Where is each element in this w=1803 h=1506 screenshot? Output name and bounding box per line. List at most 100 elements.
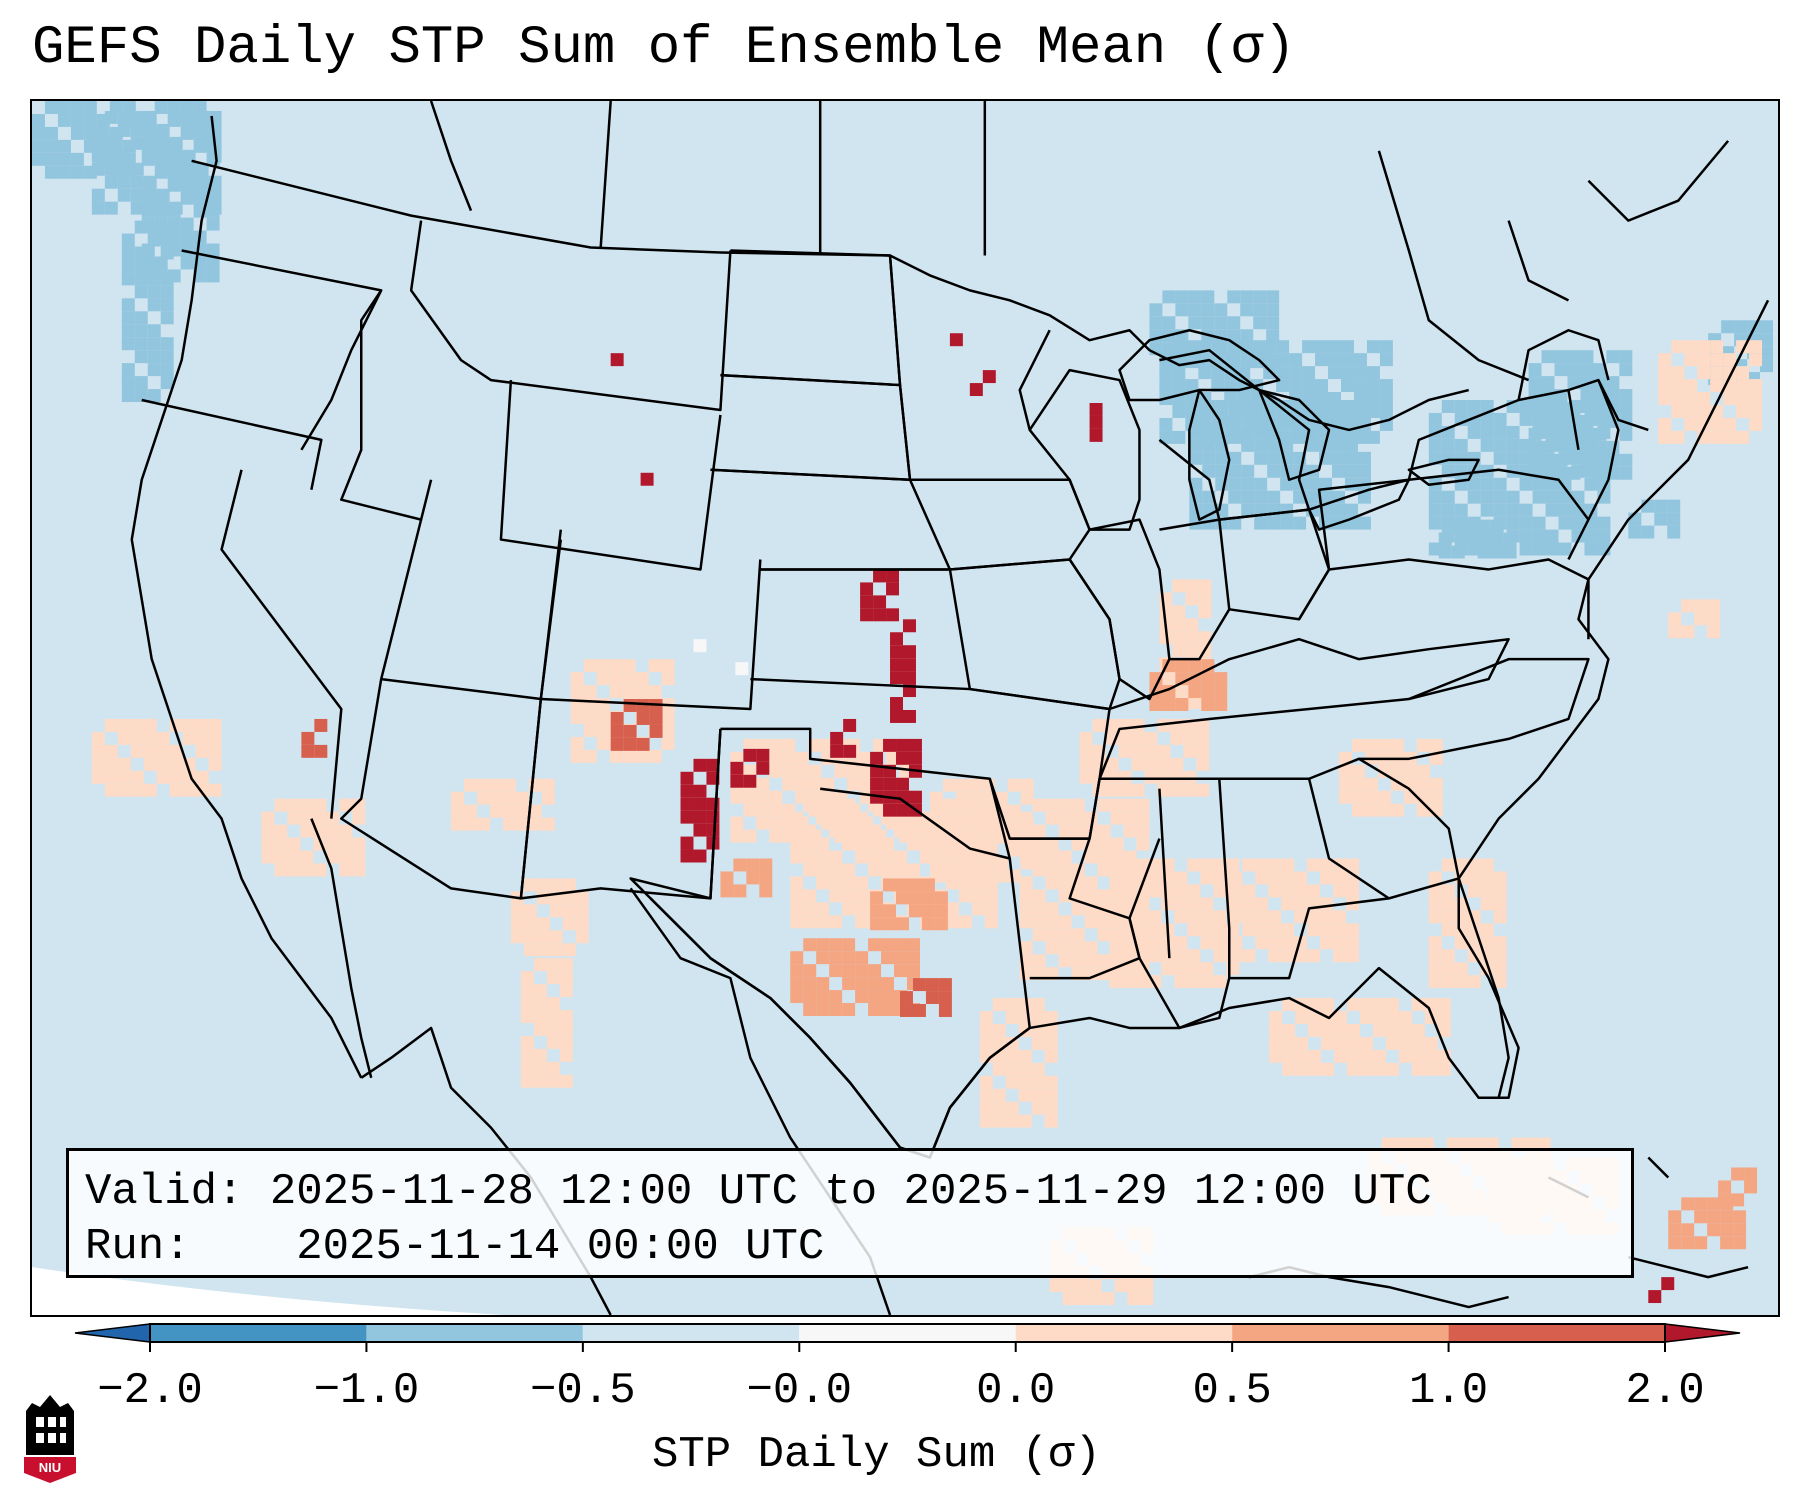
stp-cell [182, 783, 196, 797]
stp-cell [1580, 440, 1594, 454]
stp-cell [570, 710, 584, 724]
stp-cell [1320, 871, 1334, 885]
stp-cell [609, 685, 623, 699]
stp-cell [1359, 1011, 1373, 1024]
stp-cell [1280, 412, 1294, 426]
stp-cell [1332, 451, 1345, 465]
stp-cell [141, 178, 155, 192]
stp-cell [610, 353, 624, 367]
stp-cell [1308, 1062, 1322, 1076]
stp-cell [1187, 949, 1201, 963]
stp-cell [1110, 811, 1124, 825]
stp-cell [855, 915, 869, 929]
stp-cell [1668, 625, 1682, 639]
stp-cell [900, 991, 913, 1005]
stp-cell [756, 790, 770, 804]
stp-cell [1007, 817, 1021, 831]
stp-cell [1398, 1049, 1412, 1063]
stp-cell [1084, 941, 1098, 955]
stp-cell [528, 804, 542, 818]
stp-cell [808, 777, 822, 791]
stp-cell [1294, 910, 1308, 924]
stp-cell [1372, 998, 1386, 1012]
stp-cell [70, 152, 84, 166]
stp-cell [635, 672, 649, 686]
stp-cell [1228, 516, 1242, 530]
stp-cell [1031, 1062, 1045, 1076]
stp-cell [1454, 910, 1468, 924]
stp-cell [1213, 884, 1227, 898]
stp-cell [984, 915, 998, 929]
stp-cell [1467, 871, 1481, 885]
stp-cell [1109, 936, 1123, 950]
stp-cell [890, 697, 904, 710]
stp-cell [1131, 744, 1145, 758]
stp-cell [1242, 858, 1256, 872]
stp-cell [1707, 1197, 1721, 1211]
stp-cell [680, 771, 694, 785]
stp-cell [1407, 1137, 1421, 1151]
stp-cell [91, 149, 105, 163]
stp-cell [1224, 353, 1238, 367]
stp-cell [147, 350, 161, 364]
stp-cell [313, 798, 327, 812]
state-border-or [141, 398, 323, 490]
stp-cell [1441, 451, 1455, 465]
state-border-id [340, 289, 433, 521]
stp-cell [623, 724, 637, 738]
stp-cell [881, 951, 895, 965]
stp-cell [795, 777, 809, 791]
stp-cell [1554, 453, 1568, 467]
stp-cell [1240, 329, 1254, 343]
stp-cell [1135, 923, 1149, 937]
stp-cell [921, 878, 935, 892]
stp-cell [1215, 412, 1229, 426]
stp-cell [912, 978, 926, 992]
colorbar-bin-under [74, 1323, 151, 1343]
stp-cell [352, 837, 366, 851]
stp-cell [1379, 340, 1393, 354]
stp-cell [955, 856, 969, 870]
stp-cell [1493, 975, 1507, 989]
stp-cell [1437, 998, 1451, 1012]
stp-cell [894, 863, 907, 877]
stp-cell [868, 977, 882, 991]
stp-cell [868, 938, 882, 952]
stp-cell [1162, 698, 1176, 711]
stp-cell [1136, 811, 1150, 825]
stp-cell [1148, 936, 1162, 950]
stp-cell [167, 165, 181, 179]
stp-cell [1144, 744, 1158, 758]
stp-cell [121, 246, 135, 260]
stp-cell [1044, 1101, 1058, 1115]
stp-cell [622, 685, 636, 699]
stp-cell [1528, 453, 1542, 467]
stp-cell [1357, 464, 1371, 478]
stp-cell [1334, 1036, 1347, 1050]
stp-cell [1366, 379, 1380, 393]
stp-cell [992, 998, 1006, 1012]
stp-cell [1472, 1137, 1486, 1151]
stp-cell [206, 139, 220, 153]
stp-cell [1506, 451, 1520, 465]
stp-cell [829, 915, 843, 929]
stp-cell [1385, 1062, 1399, 1076]
stp-cell [842, 876, 856, 890]
stp-cell [929, 804, 943, 818]
stp-cell [1366, 366, 1380, 380]
stp-cell [790, 837, 804, 851]
stp-cell [1320, 936, 1334, 950]
stp-cell [130, 162, 144, 176]
stp-cell [1254, 477, 1268, 491]
stp-cell [1351, 738, 1365, 752]
stp-cell [622, 672, 636, 686]
stp-cell [1097, 824, 1111, 838]
stp-cell [1554, 466, 1568, 480]
stp-cell [1320, 923, 1334, 937]
stp-cell [868, 837, 882, 851]
stp-cell [1467, 884, 1481, 898]
stp-cell [648, 685, 662, 699]
stp-cell [1282, 1036, 1296, 1050]
stp-cell [130, 770, 144, 784]
stp-cell [1242, 910, 1256, 924]
